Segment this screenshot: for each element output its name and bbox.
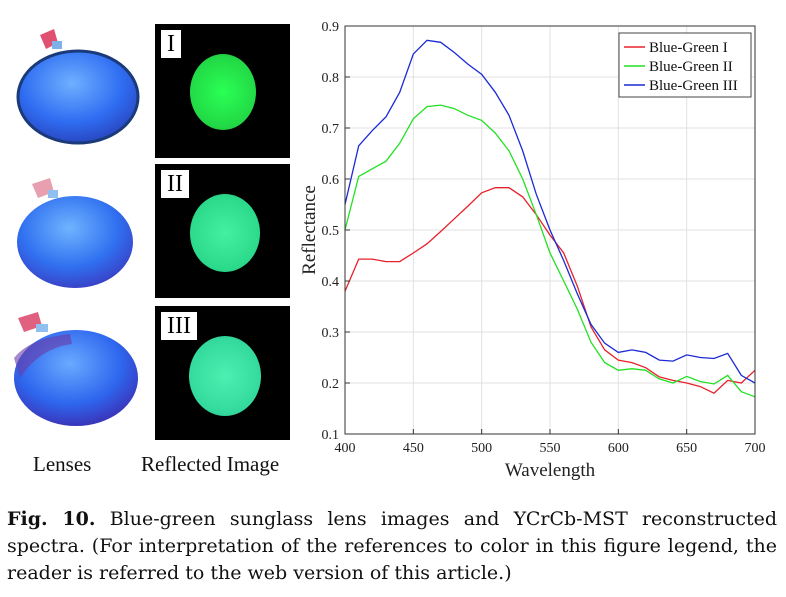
y-tick-label: 0.7 [322,122,340,137]
reflected-spot [190,194,260,272]
y-tick-label: 0.4 [322,275,340,290]
reflected-spot [189,336,261,416]
x-tick-label: 400 [335,441,356,456]
reflected-spot [190,54,256,130]
figure: I II III Lenses Reflected Image 400 450 50… [10,20,766,481]
x-tick-label: 600 [608,441,629,456]
y-axis-label: Reflectance [300,185,320,275]
x-tick-label: 550 [540,441,561,456]
figure-caption: Fig. 10. Blue-green sunglass lens images… [7,506,777,587]
series-layer [344,39,756,398]
panel-numeral: II [161,170,189,198]
y-tick-label: 0.3 [322,326,340,341]
reflectance-chart: 400 450 500 550 600 650 700 0.1 0.2 0.3 0.4 0.5 0.6 0… [300,20,766,481]
lenses-label: Lenses [33,452,92,476]
x-tick-label: 500 [471,441,492,456]
lens-photo-3 [10,308,140,428]
y-tick-label: 0.2 [322,377,340,392]
reflected-image-2: II [155,164,290,298]
y-tick-label: 0.6 [322,173,340,188]
series-line-1 [344,187,756,394]
reflected-image-1: I [155,24,290,158]
y-tick-label: 0.8 [322,71,340,86]
legend-entry: Blue-Green I [649,40,728,56]
caption-label: Fig. 10. [7,508,96,530]
caption-text: Blue-green sunglass lens images and YCrC… [7,508,777,584]
x-tick-label: 450 [403,441,424,456]
lens-photo-2 [10,170,140,290]
panel-numeral: I [161,30,181,58]
lens-photo-1 [10,25,140,145]
y-tick-label: 0.1 [322,428,340,443]
legend-entry: Blue-Green II [649,59,733,75]
series-line-2 [344,104,756,398]
x-tick-label: 650 [676,441,697,456]
legend-entry: Blue-Green III [649,78,738,94]
y-tick-label: 0.9 [322,20,340,35]
legend-box [618,32,752,98]
y-tick-label: 0.5 [322,224,340,239]
series-line-3 [344,39,756,384]
legend: Blue-Green I Blue-Green II Blue-Green III [618,32,752,98]
ticks: 400 450 500 550 600 650 700 0.1 0.2 0.3 0.4 0.5 0.6 0… [322,20,766,456]
reflected-image-3: III [155,306,290,440]
x-axis-label: Wavelength [505,460,596,481]
reflected-image-label: Reflected Image [141,452,280,476]
panel-numeral: III [161,312,197,340]
x-tick-label: 700 [745,441,766,456]
